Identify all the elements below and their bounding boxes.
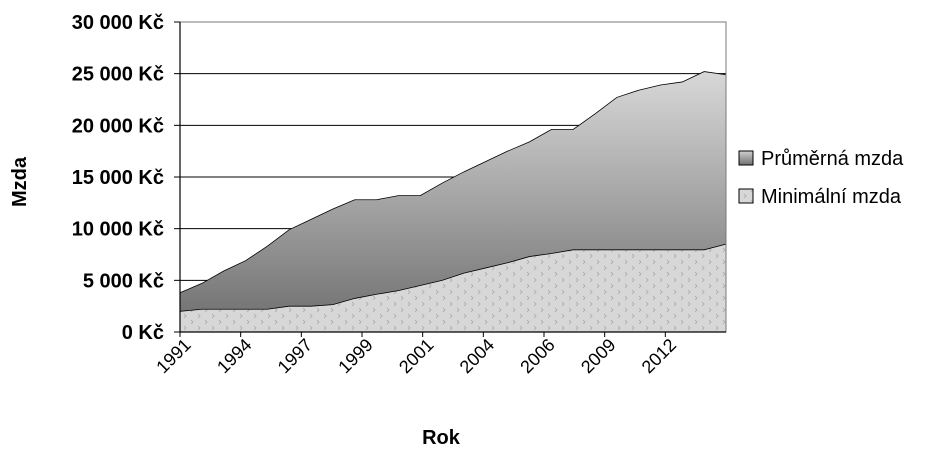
x-tick-label: 2001: [395, 335, 437, 377]
legend: Průměrná mzda Minimální mzda: [738, 148, 904, 208]
y-axis-title: Mzda: [9, 156, 31, 207]
y-tick-label: 30 000 Kč: [72, 12, 164, 34]
x-tick-label: 1994: [213, 335, 255, 377]
x-tick-label: 1997: [274, 335, 316, 377]
y-tick-label: 5 000 Kč: [83, 270, 164, 292]
x-axis-title: Rok: [422, 427, 461, 449]
x-tick-label: 1999: [334, 335, 376, 377]
y-tick-label: 20 000 Kč: [72, 115, 164, 137]
y-tick-label: 25 000 Kč: [72, 64, 164, 86]
x-tick-label: 2006: [516, 335, 558, 377]
legend-label-minimalni-mzda: Minimální mzda: [761, 186, 902, 208]
area-minimalni-mzda: [179, 243, 727, 333]
legend-label-prumerna-mzda: Průměrná mzda: [761, 148, 904, 170]
x-tick-label: 2009: [577, 335, 619, 377]
legend-swatch-prumerna-mzda: [738, 150, 754, 166]
y-axis-ticks: 0 Kč 5 000 Kč 10 000 Kč 15 000 Kč 20 000 Kč 2…: [72, 12, 180, 344]
y-tick-label: 10 000 Kč: [72, 219, 164, 241]
y-tick-label: 15 000 Kč: [72, 167, 164, 189]
x-tick-label: 2012: [638, 335, 680, 377]
y-tick-label: 0 Kč: [122, 322, 164, 344]
legend-swatch-minimalni-mzda: [738, 188, 754, 204]
x-tick-label: 2004: [456, 335, 498, 377]
x-axis-ticks: 1991 1994 1997 1999 2001 2004 2006 2009 2012: [152, 332, 680, 377]
